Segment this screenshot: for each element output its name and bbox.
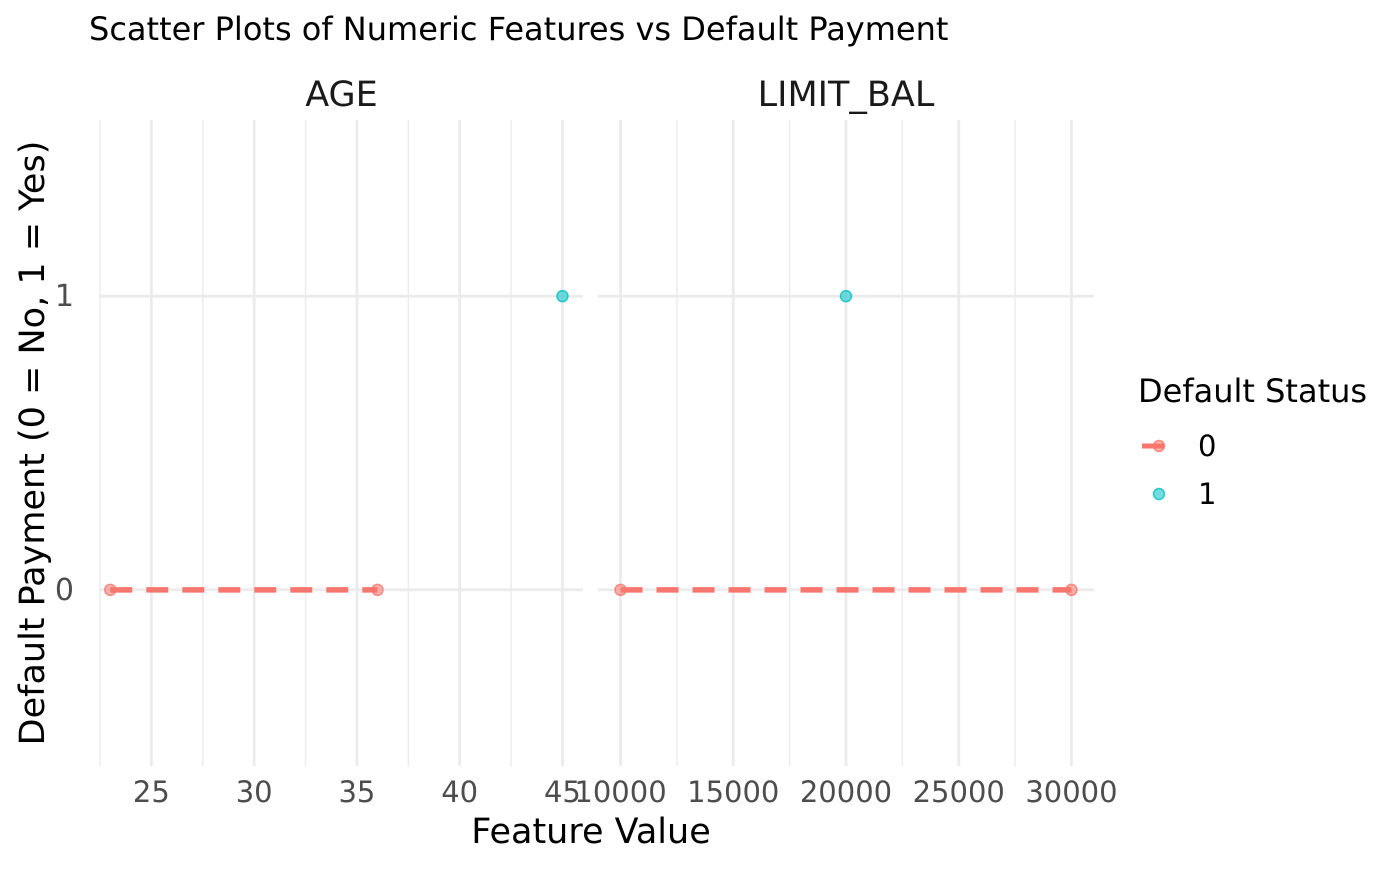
data-point-group-0 bbox=[1065, 583, 1078, 597]
x-tick-label: 30000 bbox=[1025, 775, 1117, 809]
legend-title: Default Status bbox=[1138, 372, 1367, 410]
x-tick-label: 25000 bbox=[913, 775, 1005, 809]
x-tick-label: 15000 bbox=[687, 775, 779, 809]
legend-point-key bbox=[1152, 487, 1166, 501]
x-tick-label: 25 bbox=[133, 775, 170, 809]
x-tick-label: 35 bbox=[338, 775, 375, 809]
chart-title: Scatter Plots of Numeric Features vs Def… bbox=[89, 10, 948, 48]
y-tick-label: 0 bbox=[55, 573, 74, 608]
legend: Default Status 0 1 bbox=[1138, 372, 1367, 511]
x-tick-label: 40 bbox=[441, 775, 478, 809]
data-point-group-1 bbox=[839, 289, 853, 303]
legend-item-1: 1 bbox=[1152, 477, 1216, 511]
y-axis-title: Default Payment (0 = No, 1 = Yes) bbox=[13, 141, 53, 746]
facet-strip-label: AGE bbox=[305, 75, 378, 115]
legend-item-0: 0 bbox=[1142, 429, 1216, 463]
x-tick-label: 20000 bbox=[800, 775, 892, 809]
facet-panel-age: AGE 25 30 35 40 45 bbox=[99, 75, 583, 809]
y-tick-label: 1 bbox=[55, 279, 74, 314]
data-point-group-0 bbox=[614, 583, 627, 597]
x-tick-label: 10000 bbox=[574, 775, 666, 809]
x-tick-label: 30 bbox=[236, 775, 273, 809]
data-point-group-0 bbox=[104, 583, 117, 597]
legend-label: 1 bbox=[1198, 477, 1216, 511]
facet-strip-label: LIMIT_BAL bbox=[758, 75, 935, 115]
facet-panel-limit_bal: LIMIT_BAL 10000 15000 20000 25000 30000 bbox=[574, 75, 1117, 809]
legend-label: 0 bbox=[1198, 429, 1216, 463]
x-axis-title: Feature Value bbox=[471, 812, 711, 852]
data-point-group-0 bbox=[371, 583, 384, 597]
legend-point-key bbox=[1152, 439, 1166, 453]
x-tick-label: 45 bbox=[544, 775, 581, 809]
data-point-group-1 bbox=[556, 289, 569, 303]
